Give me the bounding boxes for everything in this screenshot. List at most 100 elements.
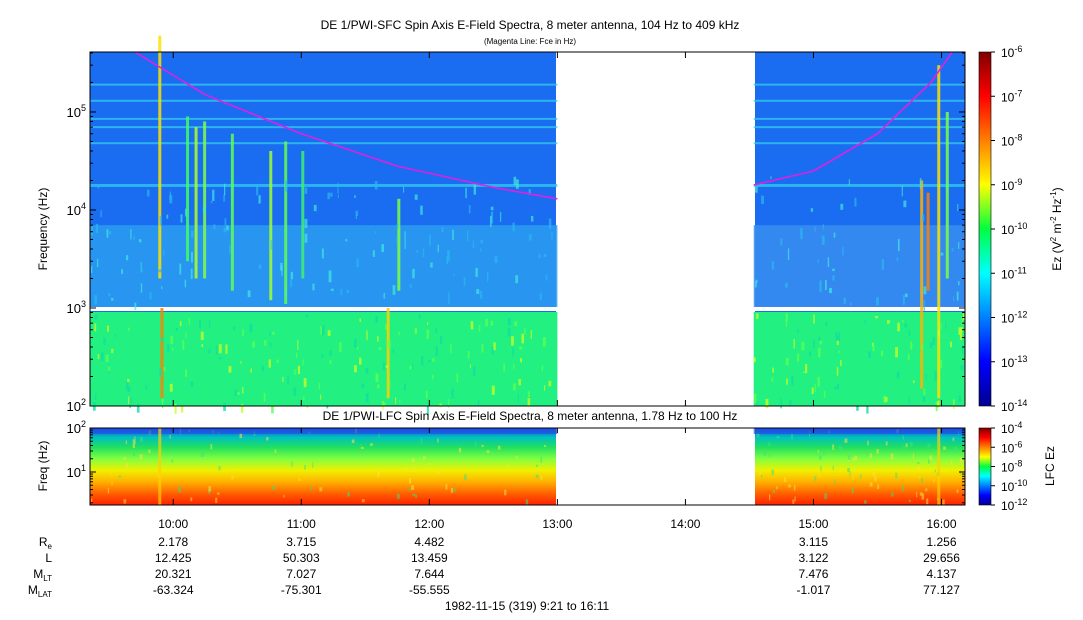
sfc-speckle — [133, 235, 135, 241]
sfc-speckle — [925, 374, 927, 379]
lfc-speckle — [901, 485, 904, 492]
lfc-speckle — [952, 437, 955, 441]
sfc-speckle — [937, 401, 940, 408]
lfc-speckle — [139, 454, 143, 460]
lfc-speckle — [950, 460, 953, 466]
sfc-speckle — [108, 231, 112, 235]
sfc-speckle — [321, 248, 324, 259]
sfc-speckle — [212, 189, 215, 201]
sfc-speckle — [162, 401, 164, 409]
sfc-speckle — [313, 204, 317, 212]
sfc-speckle — [439, 335, 443, 345]
sfc-speckle — [304, 187, 308, 194]
sfc-speckle — [404, 383, 406, 391]
ephemeris-row-label: MLT — [33, 567, 52, 583]
lfc-colorbar: 10-4 10-6 10-8 10-10 10-12 LFC Ez — [978, 420, 1057, 513]
sfc-speckle — [163, 366, 166, 372]
sfc-speckle — [249, 323, 253, 333]
lfc-speckle — [396, 493, 400, 499]
lfc-top-band — [90, 428, 558, 434]
lfc-speckle — [867, 440, 869, 446]
sfc-speckle — [114, 334, 117, 337]
sfc-speckle — [223, 227, 227, 233]
sfc-speckle — [866, 405, 869, 414]
lfc-speckle — [298, 478, 301, 481]
sfc-speckle — [769, 176, 772, 180]
sfc-speckle — [395, 397, 397, 404]
sfc-speckle — [784, 282, 788, 288]
sfc-speckle — [218, 344, 222, 354]
sfc-speckle — [208, 348, 211, 354]
sfc-speckle — [242, 328, 244, 337]
sfc-speckle — [513, 176, 517, 185]
sfc-speckle — [302, 359, 304, 366]
sfc-colorbar-tick-label: 10-6 — [1001, 44, 1022, 60]
sfc-speckle — [520, 358, 522, 363]
sfc-panel: 102 103 104 105 Frequency (Hz) — [36, 35, 966, 416]
sfc-speckle — [191, 251, 193, 263]
sfc-colorbar-tick-label: 10-13 — [1001, 354, 1027, 370]
sfc-speckle — [913, 380, 915, 383]
sfc-speckle — [416, 250, 418, 253]
sfc-speckle — [175, 327, 178, 332]
sfc-speckle — [404, 231, 406, 239]
sfc-y-label: Frequency (Hz) — [36, 188, 50, 271]
sfc-speckle — [375, 231, 377, 234]
lfc-speckle — [771, 469, 774, 476]
sfc-speckle — [512, 383, 516, 391]
sfc-speckle — [412, 268, 415, 279]
sfc-speckle — [167, 344, 170, 353]
sfc-speckle — [200, 331, 204, 341]
lfc-speckle — [134, 436, 136, 440]
sfc-speckle — [127, 386, 131, 393]
sfc-speckle — [250, 368, 252, 373]
sfc-interference-line — [90, 117, 558, 120]
sfc-speckle — [111, 348, 114, 353]
sfc-speckle — [945, 321, 947, 330]
sfc-speckle — [181, 405, 184, 413]
sfc-emission-streak — [937, 65, 941, 399]
sfc-speckle — [543, 253, 547, 257]
sfc-speckle — [786, 378, 788, 385]
lfc-speckle — [814, 476, 817, 481]
ephemeris-value: 2.178 — [158, 535, 188, 549]
sfc-speckle — [392, 348, 395, 353]
sfc-colorbar-ticks: 10-6 10-7 10-8 10-9 10-10 10-11 10-12 10-13 10-1… — [991, 44, 1027, 414]
sfc-speckle — [409, 284, 412, 288]
sfc-speckle — [478, 324, 481, 333]
sfc-speckle — [450, 344, 452, 354]
sfc-speckle — [365, 368, 369, 374]
sfc-interference-line — [753, 83, 965, 86]
sfc-speckle — [887, 320, 890, 324]
sfc-emission-streak — [203, 121, 207, 279]
sfc-speckle — [223, 183, 226, 196]
sfc-speckle — [961, 347, 964, 355]
sfc-speckle — [771, 261, 774, 270]
sfc-speckle — [761, 195, 765, 204]
sfc-colorbar-tick-label: 10-12 — [1001, 310, 1027, 326]
lfc-speckle — [934, 469, 936, 473]
sfc-speckle — [106, 325, 110, 332]
sfc-speckle — [90, 225, 93, 236]
sfc-speckle — [228, 366, 232, 373]
sfc-speckle — [881, 259, 885, 270]
lfc-speckle — [885, 441, 888, 446]
sfc-speckle — [921, 214, 925, 222]
sfc-speckle — [202, 206, 206, 212]
sfc-speckle — [797, 353, 800, 362]
lfc-speckle — [852, 475, 854, 481]
sfc-speckle — [527, 391, 530, 397]
sfc-speckle — [111, 297, 114, 301]
sfc-speckle — [785, 357, 789, 366]
sfc-speckle — [228, 244, 231, 254]
lfc-speckle — [917, 461, 920, 464]
sfc-speckle — [787, 248, 790, 261]
lfc-speckle — [768, 494, 771, 501]
sfc-speckle — [521, 333, 525, 344]
sfc-speckle — [422, 248, 425, 258]
sfc-speckle — [884, 397, 888, 402]
sfc-speckle — [223, 402, 226, 411]
lfc-speckle — [359, 444, 363, 447]
sfc-speckle — [223, 194, 225, 202]
sfc-speckle — [179, 263, 182, 275]
